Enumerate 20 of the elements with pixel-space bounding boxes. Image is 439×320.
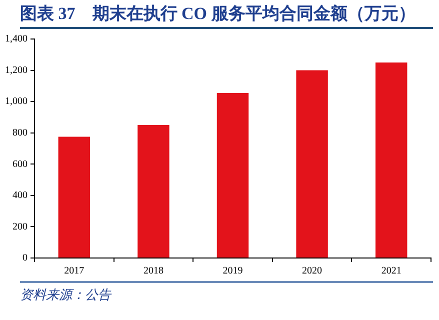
bar — [58, 136, 90, 258]
y-tick-label: 1,400 — [5, 34, 28, 45]
x-tick-label: 2018 — [143, 266, 164, 277]
x-tick-label: 2019 — [222, 266, 243, 277]
y-tick-label: 600 — [12, 158, 28, 170]
text: 资料来源：公告 — [20, 286, 113, 304]
y-tick-label: 800 — [12, 127, 28, 138]
bar — [296, 70, 328, 258]
chart-title: 图表 37 期末在执行 CO 服务平均合同金额（万元） — [20, 2, 433, 29]
y-tick-label: 0 — [22, 252, 28, 264]
y-tick-label: 1,000 — [5, 96, 28, 108]
x-tick-label: 2021 — [381, 266, 402, 277]
bar — [138, 125, 170, 258]
y-tick-label: 1,200 — [5, 64, 28, 76]
x-tick-label: 2017 — [64, 266, 84, 277]
bar — [216, 92, 249, 258]
y-tick-label: 400 — [12, 190, 28, 202]
y-tick-label: 200 — [12, 221, 28, 232]
bar — [375, 62, 408, 258]
x-tick-label: 2020 — [302, 266, 322, 277]
